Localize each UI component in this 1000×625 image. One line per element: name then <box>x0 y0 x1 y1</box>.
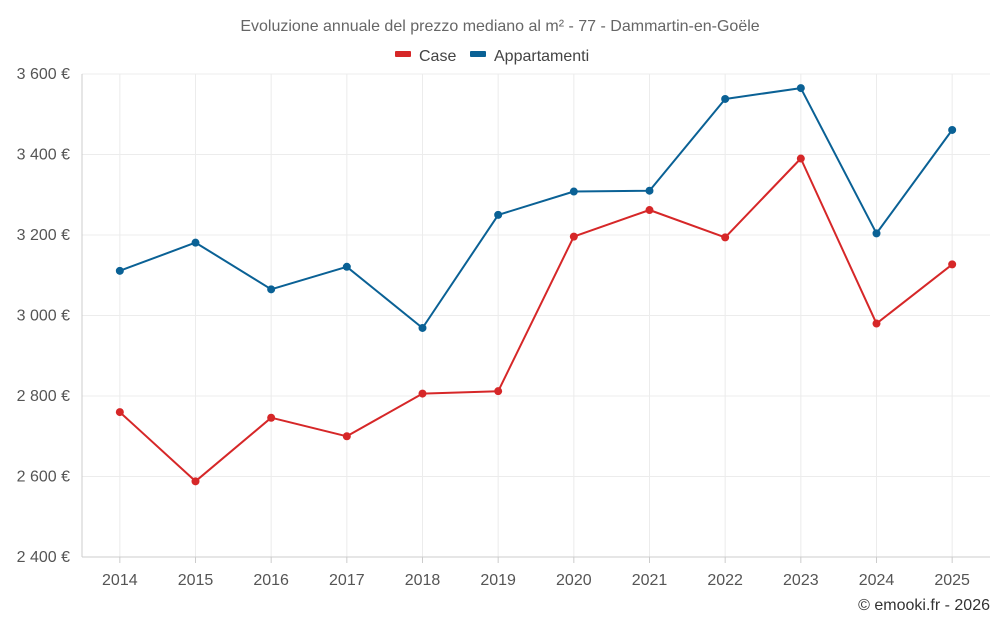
legend-label-appartamenti[interactable]: Appartamenti <box>494 48 589 65</box>
series-line-appartamenti <box>119 87 954 329</box>
y-tick-label: 2 600 € <box>17 469 70 486</box>
legend-label-case[interactable]: Case <box>419 48 456 65</box>
x-tick-label: 2020 <box>556 572 592 589</box>
legend-swatch-appartamenti <box>470 51 486 57</box>
point-appartamenti-2014[interactable] <box>115 266 124 275</box>
point-appartamenti-2019[interactable] <box>494 210 503 219</box>
point-appartamenti-2022[interactable] <box>721 94 730 103</box>
point-case-2015[interactable] <box>191 477 200 486</box>
point-case-2023[interactable] <box>796 154 805 163</box>
x-tick-label: 2015 <box>178 572 214 589</box>
chart-title: Evoluzione annuale del prezzo mediano al… <box>240 18 759 35</box>
point-case-2019[interactable] <box>494 387 503 396</box>
y-tick-label: 3 000 € <box>17 308 70 325</box>
point-appartamenti-2020[interactable] <box>569 187 578 196</box>
x-tick-label: 2021 <box>632 572 668 589</box>
y-tick-label: 2 800 € <box>17 388 70 405</box>
point-appartamenti-2018[interactable] <box>418 323 427 332</box>
x-axis: 2014 2015 2016 2017 2018 2019 2020 2021 2022 2023… <box>82 556 990 589</box>
point-case-2025[interactable] <box>948 260 957 269</box>
x-tick-label: 2019 <box>480 572 516 589</box>
point-case-2014[interactable] <box>115 408 124 417</box>
x-tick-label: 2014 <box>102 572 138 589</box>
legend[interactable]: Case Appartamenti <box>395 48 589 65</box>
point-case-2018[interactable] <box>418 389 427 398</box>
point-case-2024[interactable] <box>872 319 881 328</box>
point-case-2017[interactable] <box>342 432 351 441</box>
y-tick-label: 3 400 € <box>17 147 70 164</box>
point-appartamenti-2023[interactable] <box>796 84 805 93</box>
series-line-case <box>119 157 953 483</box>
point-case-2021[interactable] <box>645 206 654 215</box>
legend-swatch-case <box>395 51 411 57</box>
point-case-2022[interactable] <box>721 233 730 242</box>
grid <box>82 73 990 558</box>
y-tick-label: 3 200 € <box>17 227 70 244</box>
series-layer <box>115 84 957 486</box>
point-appartamenti-2015[interactable] <box>191 238 200 247</box>
point-appartamenti-2025[interactable] <box>948 125 957 134</box>
x-tick-label: 2025 <box>934 572 970 589</box>
x-tick-label: 2023 <box>783 572 819 589</box>
x-tick-label: 2022 <box>707 572 743 589</box>
y-tick-label: 3 600 € <box>17 66 70 83</box>
point-appartamenti-2017[interactable] <box>342 262 351 271</box>
point-appartamenti-2021[interactable] <box>645 186 654 195</box>
x-tick-label: 2017 <box>329 572 365 589</box>
credit-text: © emooki.fr - 2026 <box>858 597 990 614</box>
x-tick-label: 2018 <box>405 572 441 589</box>
y-tick-label: 2 400 € <box>17 549 70 566</box>
point-appartamenti-2016[interactable] <box>267 285 276 294</box>
x-tick-label: 2016 <box>253 572 289 589</box>
x-tick-label: 2024 <box>859 572 895 589</box>
y-axis: 2 400 € 2 600 € 2 800 € 3 000 € 3 200 € 3 400… <box>17 66 83 566</box>
point-case-2016[interactable] <box>267 413 276 422</box>
point-case-2020[interactable] <box>569 232 578 241</box>
point-appartamenti-2024[interactable] <box>872 229 881 238</box>
